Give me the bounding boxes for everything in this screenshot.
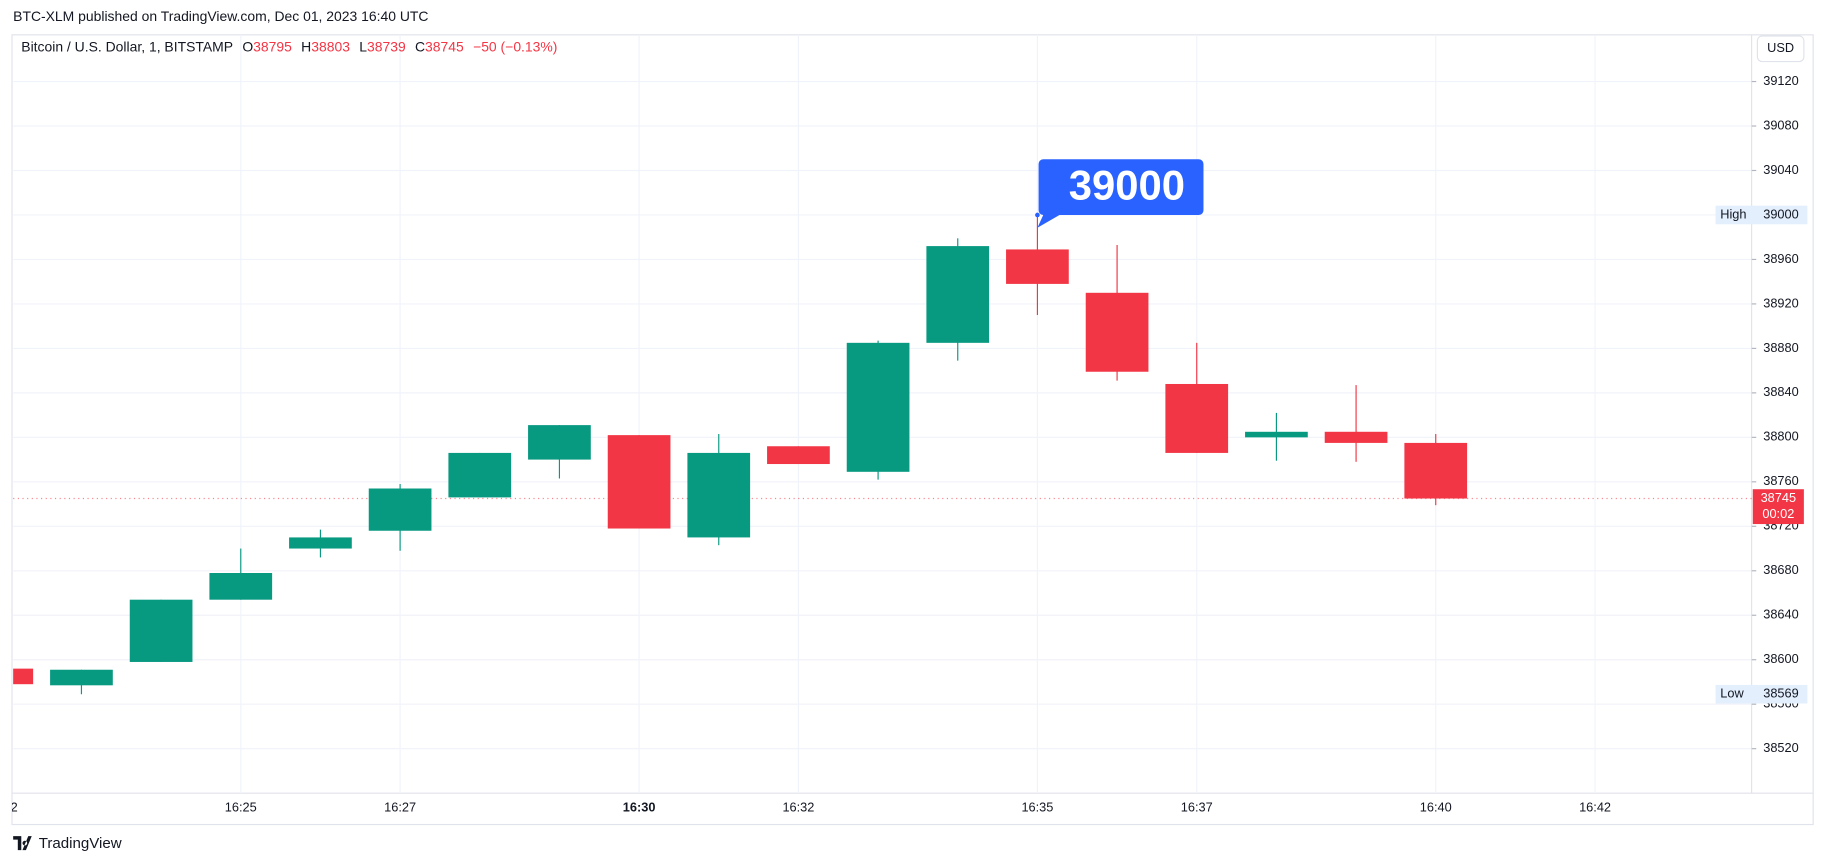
candle-body (1324, 431, 1388, 443)
last-price-box (1752, 489, 1804, 525)
ohlc-label: C (415, 38, 425, 54)
frame (11, 34, 1814, 826)
marker-value: 38569 (1763, 686, 1799, 701)
candle-body (50, 669, 113, 686)
ohlc-value: 38795 (253, 38, 292, 54)
y-tick-label: 38680 (1763, 562, 1799, 577)
logo (13, 836, 32, 851)
callout (1037, 159, 1204, 228)
candle-body (846, 342, 910, 472)
y-tick-label: 38880 (1763, 340, 1799, 355)
ohlc-label: L (359, 38, 367, 54)
candle-body (209, 573, 273, 600)
candle-body (528, 425, 591, 460)
x-tick-label: 16:35 (1021, 800, 1053, 815)
y-tick-label: 38600 (1763, 651, 1799, 666)
marker-label: Low (1720, 686, 1744, 701)
marker-box (1715, 205, 1808, 225)
y-tick-label: 38920 (1763, 295, 1799, 310)
candle-body (289, 537, 352, 549)
marker-value: 39000 (1763, 206, 1799, 221)
ohlc-value: 38745 (425, 38, 464, 54)
candle-body (607, 435, 671, 529)
y-tick-label: 38960 (1763, 251, 1799, 266)
y-tick-label: 39120 (1763, 73, 1799, 88)
candle-body (1165, 383, 1229, 453)
y-tick-label: 38640 (1763, 607, 1799, 622)
x-tick-label: 16:25 (225, 800, 257, 815)
marker-label: High (1720, 206, 1746, 221)
legend: Bitcoin / U.S. Dollar, 1, BITSTAMP O38795… (21, 38, 557, 54)
callout-text: 39000 (1069, 161, 1185, 208)
candle-body (767, 446, 830, 465)
change: −50 (−0.13%) (473, 38, 557, 54)
x-tick-label: 16:30 (623, 800, 656, 815)
candle-body (687, 452, 751, 538)
marker-box (1715, 684, 1808, 704)
candle-body (926, 246, 990, 343)
candle-body (1404, 442, 1468, 499)
candle-body (448, 452, 512, 498)
candle-body (1006, 249, 1069, 284)
x-tick-label: 16:40 (1420, 800, 1452, 815)
legend-title: Bitcoin / U.S. Dollar, 1, BITSTAMP (21, 38, 233, 54)
header: BTC-XLM published on TradingView.com, De… (13, 8, 428, 24)
y-tick-label: 38520 (1763, 740, 1799, 755)
x-tick-label: 16:27 (384, 800, 416, 815)
ohlc-value: 38803 (311, 38, 350, 54)
ohlc-label: H (301, 38, 311, 54)
callout-anchor (1035, 212, 1040, 218)
footer: TradingView (39, 835, 122, 852)
y-tick-label: 38800 (1763, 429, 1799, 444)
countdown: 00:02 (1762, 506, 1794, 521)
y-tick-label: 39040 (1763, 162, 1799, 177)
currency-button[interactable] (1756, 35, 1805, 63)
candle-body (368, 488, 432, 531)
x-tick-label: 16:22 (0, 800, 18, 815)
ohlc-label: O (242, 38, 253, 54)
candle-body (1085, 292, 1149, 372)
y-tick-label: 38840 (1763, 384, 1799, 399)
x-tick-label: 16:37 (1181, 800, 1213, 815)
ohlc-value: 38739 (367, 38, 406, 54)
candle-body (129, 599, 193, 662)
x-tick-label: 16:42 (1579, 800, 1611, 815)
last-price-value: 38745 (1761, 490, 1797, 505)
currency-label: USD (1767, 40, 1794, 55)
candle-body (1245, 431, 1308, 438)
candle-body (13, 668, 34, 685)
y-tick-label: 38760 (1763, 473, 1799, 488)
x-tick-label: 16:32 (782, 800, 814, 815)
y-tick-label: 39080 (1763, 117, 1799, 132)
